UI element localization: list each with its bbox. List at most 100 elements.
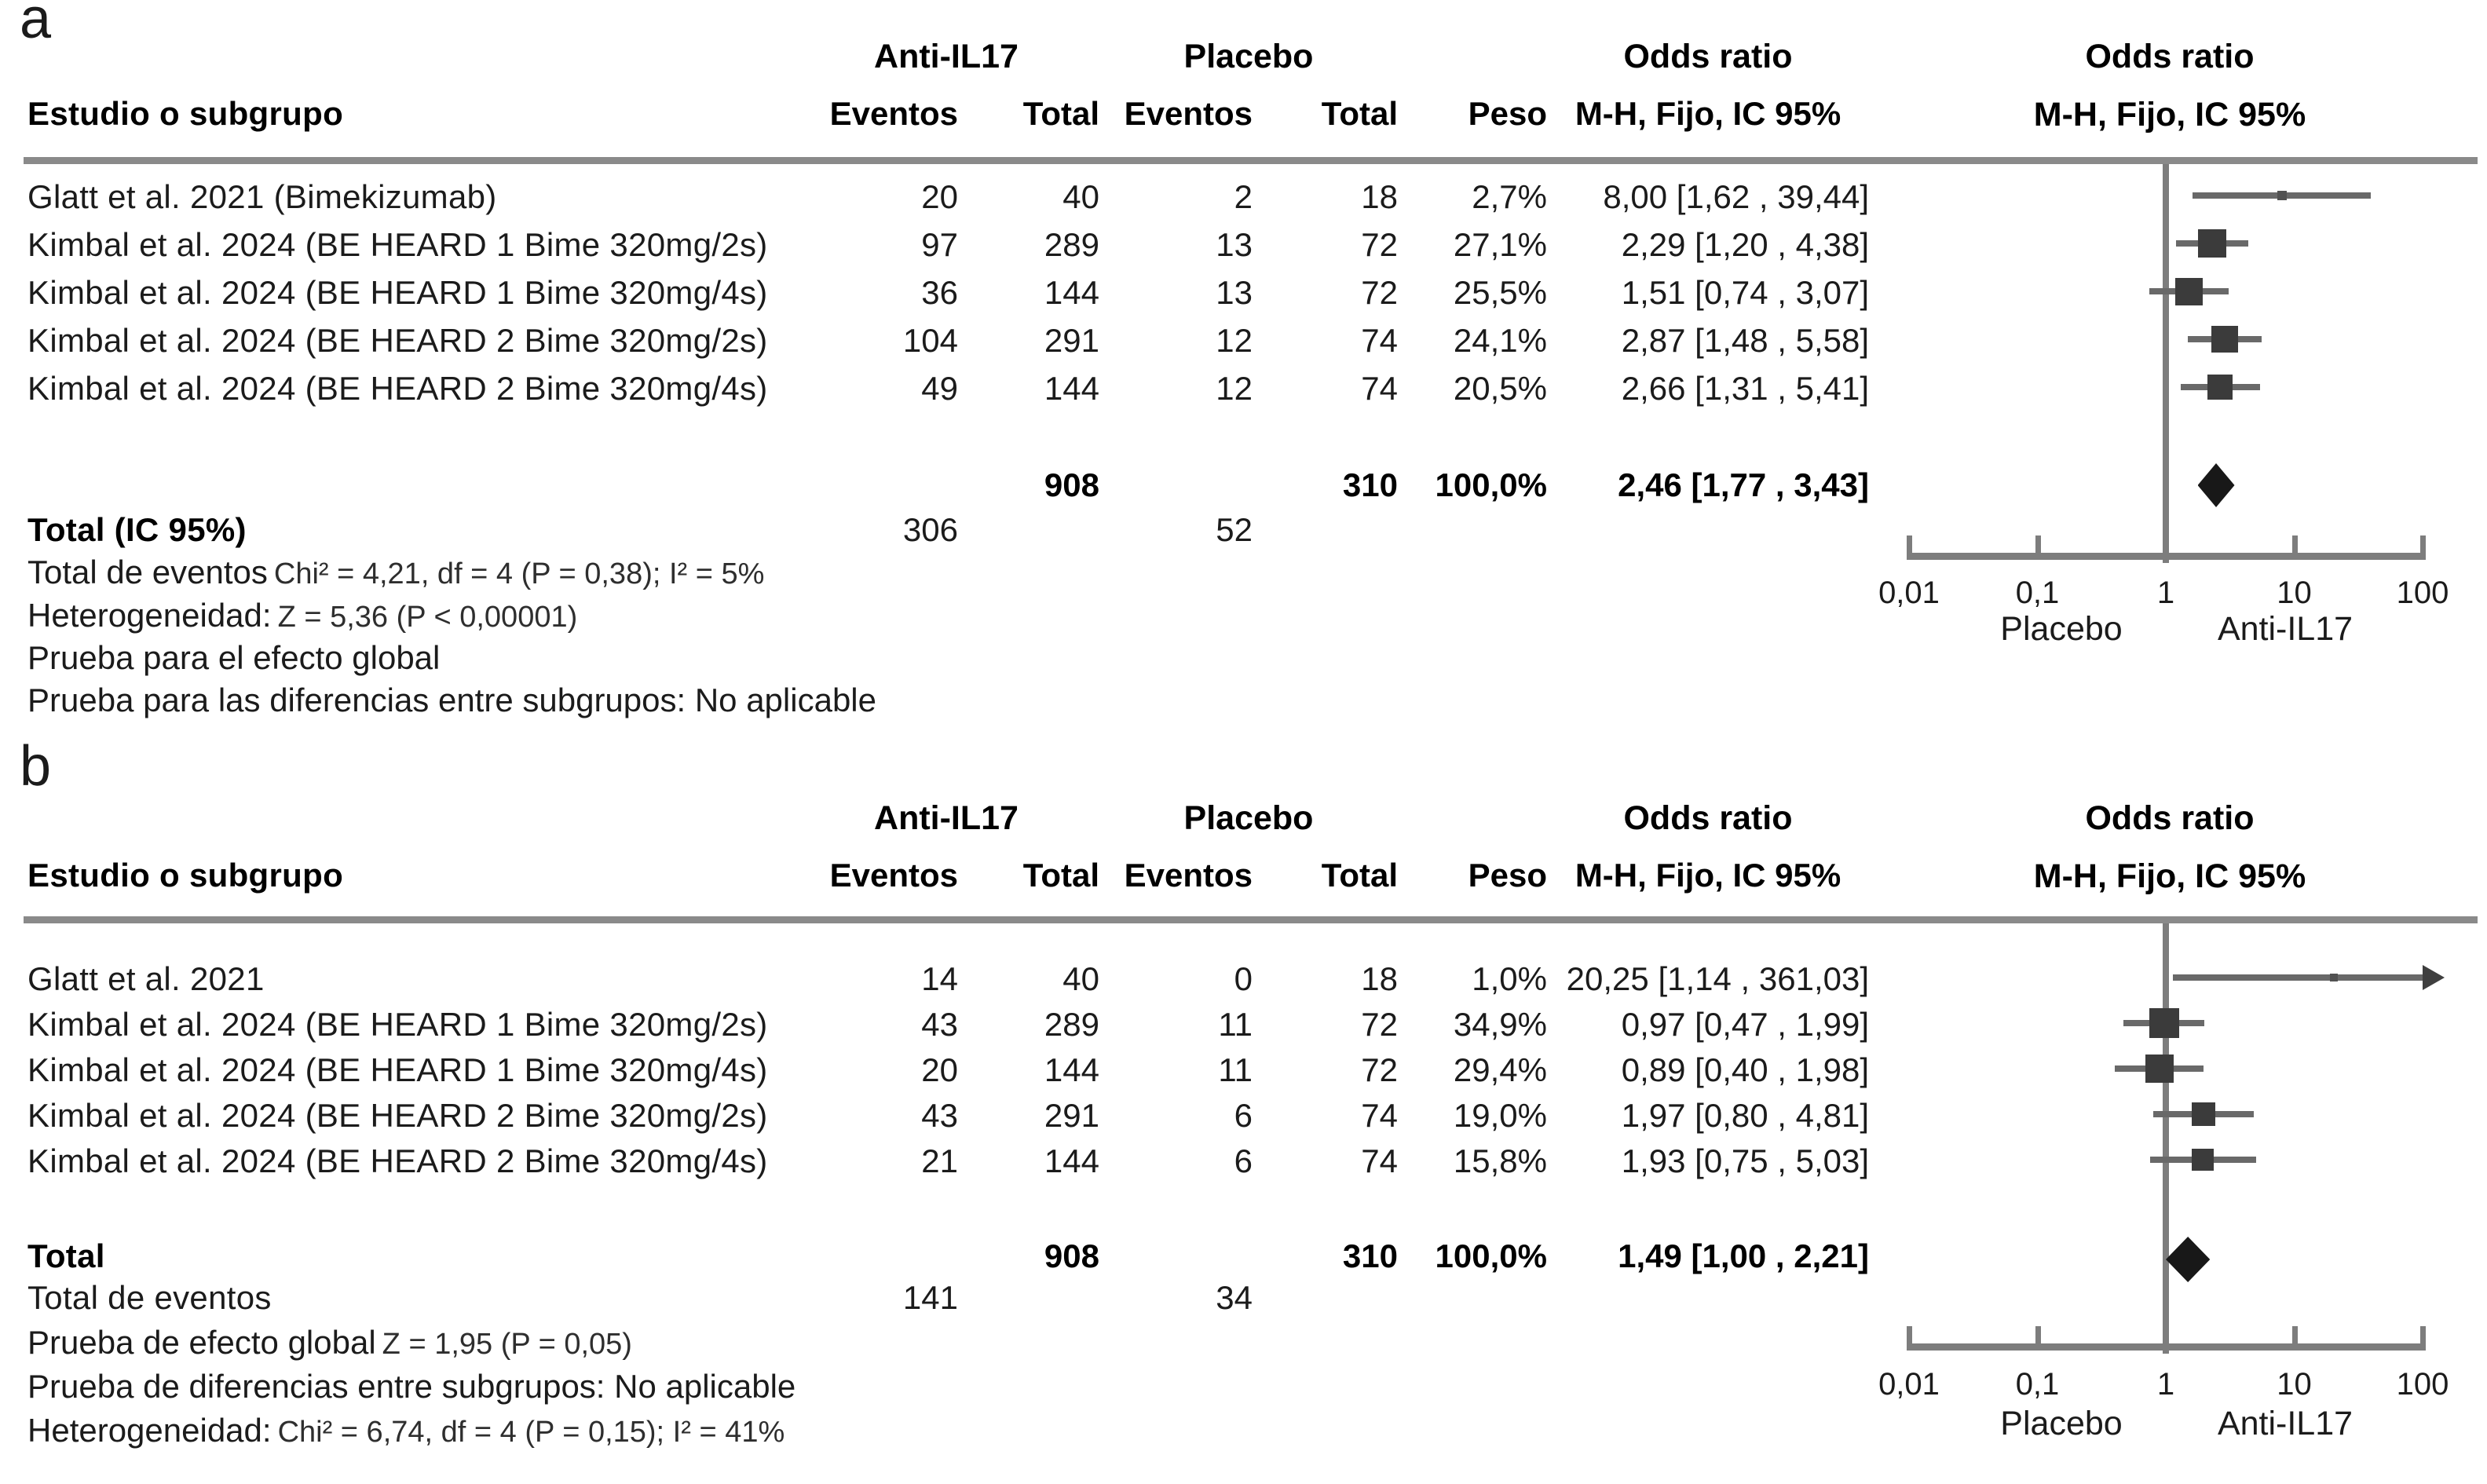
footer-stats: Z = 5,36 (P < 0,00001)	[277, 601, 578, 634]
table-row: Kimbal et al. 2024 (BE HEARD 2 Bime 320m…	[27, 322, 1869, 359]
col-header-weight: Peso	[1468, 857, 1547, 894]
axis-tick-label: 1	[2156, 1367, 2175, 1402]
spacer	[1547, 512, 1869, 548]
table-row: Kimbal et al. 2024 (BE HEARD 1 Bime 320m…	[27, 1051, 1869, 1088]
weight-cell: 1,0%	[1472, 960, 1547, 997]
plot-header-or-method: M-H, Fijo, IC 95%	[2033, 96, 2306, 133]
footer-label: Total de eventos	[27, 554, 268, 590]
axis-tick	[2163, 535, 2169, 560]
events-treat-cell: 104	[902, 322, 958, 359]
axis-tick-label: 1	[2156, 576, 2175, 610]
spacer	[1547, 1280, 1869, 1316]
spacer	[1253, 1280, 1398, 1316]
spacer	[958, 1280, 1099, 1316]
col-header-study: Estudio o subgrupo	[27, 857, 344, 894]
total-treat-cell: 40	[1062, 178, 1099, 215]
footer-line: Heterogeneidad: Chi² = 6,74, df = 4 (P = …	[27, 1412, 785, 1449]
study-label: Glatt et al. 2021	[27, 960, 265, 997]
spacer	[958, 512, 1099, 548]
footer-label: Prueba para el efecto global	[27, 639, 441, 676]
events-treat-cell: 43	[921, 1097, 958, 1134]
or-ci-cell: 0,89 [0,40 , 1,98]	[1621, 1051, 1869, 1088]
total-treat-cell: 289	[1044, 226, 1099, 263]
axis-tick	[1907, 535, 1912, 560]
events-treat-cell: 43	[921, 1006, 958, 1043]
total-ctrl-cell: 74	[1361, 1097, 1398, 1134]
total-events-treat	[793, 467, 958, 503]
point-estimate-marker	[2277, 191, 2287, 200]
footer-line: Prueba de diferencias entre subgrupos: N…	[27, 1368, 802, 1405]
total-events-treat-count: 306	[902, 511, 958, 548]
or-ci-cell: 1,97 [0,80 , 4,81]	[1621, 1097, 1869, 1134]
col-header-total-ctrl: Total	[1321, 95, 1398, 132]
table-row: Kimbal et al. 2024 (BE HEARD 1 Bime 320m…	[27, 274, 1869, 311]
spacer	[1398, 1280, 1547, 1316]
total-total-treat: 908	[1044, 466, 1099, 503]
total-ci-label: Total (IC 95%)	[27, 511, 247, 548]
total-weight: 100,0%	[1435, 1237, 1547, 1274]
study-label: Kimbal et al. 2024 (BE HEARD 1 Bime 320m…	[27, 226, 768, 263]
events-ctrl-cell: 6	[1234, 1142, 1253, 1179]
axis-left-group-label: Placebo	[2000, 1405, 2123, 1442]
total-treat-cell: 144	[1044, 274, 1099, 311]
axis-tick-label: 0,01	[1878, 1367, 1940, 1402]
group-header-placebo: Placebo	[1183, 799, 1314, 837]
total-events-ctrl-count: 52	[1216, 511, 1253, 548]
or-ci-cell: 2,87 [1,48 , 5,58]	[1621, 322, 1869, 359]
spacer	[1398, 512, 1547, 548]
axis-right-group-label: Anti-IL17	[2217, 610, 2354, 648]
col-header-events-treat: Eventos	[829, 95, 958, 132]
column-header-row: Estudio o subgrupo Eventos Total Eventos…	[27, 95, 1869, 132]
total-ctrl-cell: 18	[1361, 960, 1398, 997]
table-row: Kimbal et al. 2024 (BE HEARD 1 Bime 320m…	[27, 226, 1869, 263]
odds-ratio-column-title: Odds ratio	[1623, 38, 1793, 75]
study-label: Kimbal et al. 2024 (BE HEARD 2 Bime 320m…	[27, 370, 768, 407]
axis-tick	[2291, 535, 2298, 560]
events-ctrl-cell: 12	[1216, 322, 1253, 359]
axis-tick	[2420, 1326, 2426, 1351]
study-label: Kimbal et al. 2024 (BE HEARD 1 Bime 320m…	[27, 274, 768, 311]
col-header-or-method: M-H, Fijo, IC 95%	[1574, 95, 1841, 132]
footer-label: Heterogeneidad:	[27, 597, 272, 634]
events-ctrl-cell: 13	[1216, 226, 1253, 263]
point-estimate-marker	[2207, 375, 2233, 400]
col-header-total-treat: Total	[1022, 857, 1099, 894]
null-effect-line	[2163, 923, 2169, 1354]
total-label	[27, 467, 793, 503]
panel-b-total-row: Total 908 310 100,0% 1,49 [1,00 , 2,21]	[27, 1237, 1869, 1274]
study-label: Kimbal et al. 2024 (BE HEARD 2 Bime 320m…	[27, 1142, 768, 1179]
total-ctrl-cell: 72	[1361, 1051, 1398, 1088]
weight-cell: 24,1%	[1453, 322, 1547, 359]
axis-tick-label: 0,1	[2015, 576, 2060, 610]
table-row: Kimbal et al. 2024 (BE HEARD 2 Bime 320m…	[27, 370, 1869, 407]
footer-stats: Z = 1,95 (P = 0,05)	[382, 1328, 632, 1361]
odds-ratio-column-title: Odds ratio	[1623, 799, 1793, 837]
events-ctrl-cell: 13	[1216, 274, 1253, 311]
point-estimate-marker	[2211, 326, 2238, 353]
weight-cell: 2,7%	[1472, 178, 1547, 215]
total-ctrl-cell: 74	[1361, 1142, 1398, 1179]
weight-cell: 27,1%	[1453, 226, 1547, 263]
axis-tick-label: 10	[2277, 576, 2312, 610]
axis-tick	[1907, 1326, 1912, 1351]
study-label: Kimbal et al. 2024 (BE HEARD 2 Bime 320m…	[27, 322, 768, 359]
total-or-ci: 2,46 [1,77 , 3,43]	[1618, 466, 1869, 503]
events-treat-cell: 36	[921, 274, 958, 311]
weight-cell: 20,5%	[1453, 370, 1547, 407]
total-label: Total	[27, 1237, 105, 1274]
axis-tick	[2420, 535, 2426, 560]
events-ctrl-cell: 11	[1218, 1006, 1253, 1043]
col-header-events-ctrl: Eventos	[1124, 857, 1253, 894]
total-ctrl-cell: 74	[1361, 370, 1398, 407]
panel-b-events-row: Total de eventos 141 34	[27, 1279, 1869, 1316]
panel-b-label: b	[20, 735, 52, 798]
total-ctrl-cell: 18	[1361, 178, 1398, 215]
total-events-ctrl	[1099, 467, 1253, 503]
weight-cell: 34,9%	[1453, 1006, 1547, 1043]
axis-tick-label: 0,01	[1878, 576, 1940, 610]
or-ci-cell: 20,25 [1,14 , 361,03]	[1566, 960, 1869, 997]
total-weight: 100,0%	[1435, 466, 1547, 503]
events-ctrl-cell: 0	[1234, 960, 1253, 997]
axis-tick-label: 100	[2396, 576, 2449, 610]
col-header-weight: Peso	[1468, 95, 1547, 132]
